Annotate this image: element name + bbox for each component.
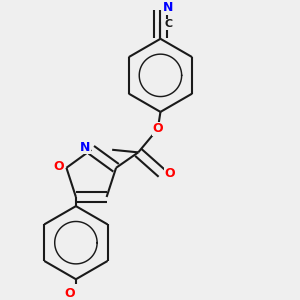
Text: N: N [80,141,90,154]
Text: O: O [53,160,64,173]
Text: O: O [164,167,175,180]
Text: N: N [163,1,173,14]
Text: C: C [164,20,172,29]
Text: O: O [64,287,75,300]
Text: O: O [152,122,163,135]
